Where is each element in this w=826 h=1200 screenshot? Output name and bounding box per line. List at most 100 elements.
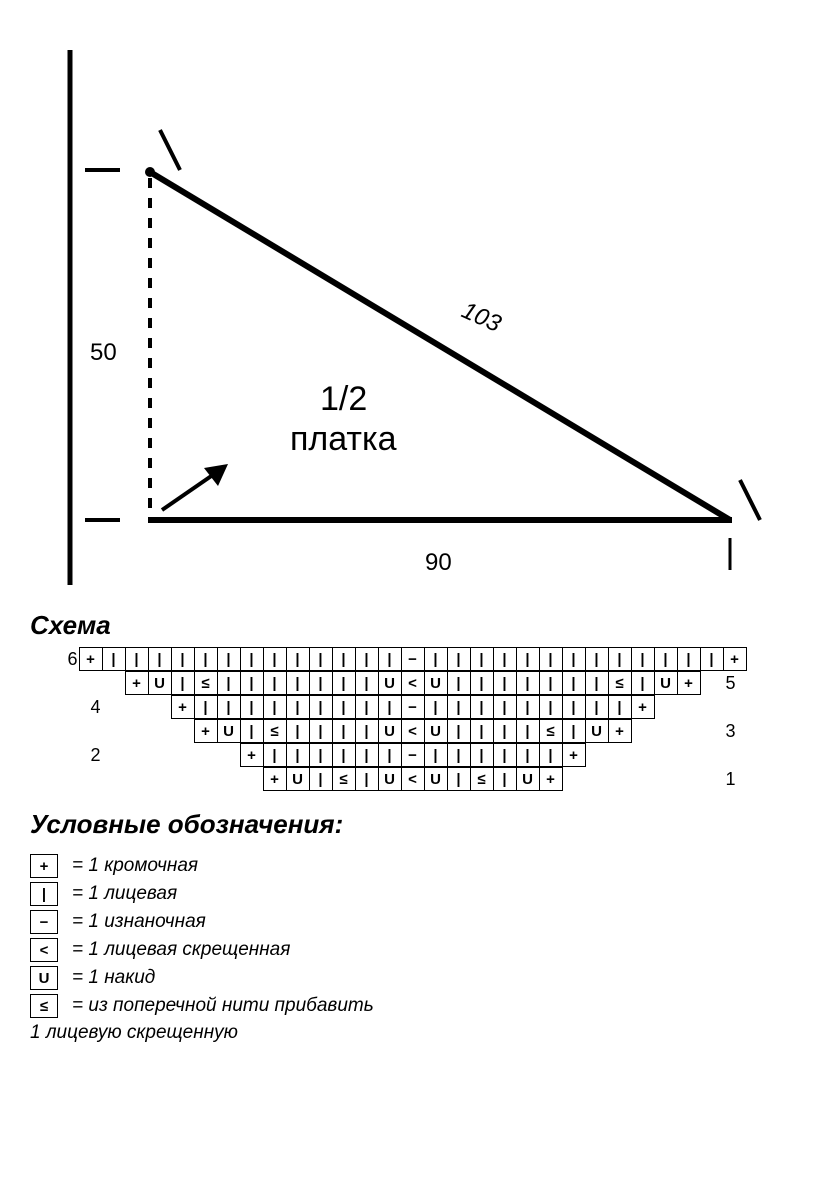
stitch-cell: | bbox=[309, 743, 333, 767]
stitch-cell: U bbox=[516, 767, 540, 791]
stitch-cell: | bbox=[516, 743, 540, 767]
stitch-cell: | bbox=[263, 695, 287, 719]
stitch-cell: | bbox=[240, 695, 264, 719]
stitch-cell: < bbox=[401, 767, 425, 791]
stitch-cell: | bbox=[217, 671, 241, 695]
stitch-cell: | bbox=[171, 647, 195, 671]
legend-text: = 1 лицевая bbox=[72, 883, 177, 905]
stitch-cell: | bbox=[585, 695, 609, 719]
legend-item: += 1 кромочная bbox=[30, 854, 796, 878]
stitch-cell: | bbox=[286, 743, 310, 767]
legend-item: ≤ = из поперечной нити прибавить bbox=[30, 994, 796, 1018]
stitch-cell: | bbox=[332, 719, 356, 743]
stitch-cell: | bbox=[470, 719, 494, 743]
legend-symbol-box: < bbox=[30, 938, 58, 962]
stitch-cell: | bbox=[424, 647, 448, 671]
stitch-cell: | bbox=[309, 767, 333, 791]
stitch-cell: | bbox=[378, 695, 402, 719]
shawl-dimension-diagram: 50 90 103 1/2 платка bbox=[30, 30, 770, 590]
chart-row: 6+|||||||||||||−|||||||||||||+ bbox=[58, 647, 769, 671]
stitch-cell: | bbox=[286, 671, 310, 695]
slash-right bbox=[740, 480, 760, 520]
legend-title: Условные обозначения: bbox=[30, 809, 796, 840]
stitch-cell: | bbox=[493, 671, 517, 695]
stitch-cell: | bbox=[424, 695, 448, 719]
center-label-1: 1/2 bbox=[320, 380, 367, 418]
stitch-cell: | bbox=[355, 767, 379, 791]
legend-text: = 1 лицевая скрещенная bbox=[72, 939, 290, 961]
stitch-cell: − bbox=[401, 695, 425, 719]
legend-text: = из поперечной нити прибавить bbox=[72, 995, 374, 1017]
stitch-cell: | bbox=[263, 671, 287, 695]
stitch-cell: | bbox=[539, 671, 563, 695]
stitch-cell: | bbox=[378, 743, 402, 767]
legend-block: += 1 кромочная | = 1 лицевая −= 1 изнаночна… bbox=[30, 854, 796, 1018]
stitch-cell: | bbox=[539, 695, 563, 719]
center-label-2: платка bbox=[290, 420, 397, 458]
chart-row: +U|≤||||U<U||||≤|U+3 bbox=[81, 719, 746, 743]
stitch-cell: U bbox=[286, 767, 310, 791]
stitch-cell: | bbox=[286, 719, 310, 743]
stitch-cell: | bbox=[355, 695, 379, 719]
row-number-right: 3 bbox=[726, 721, 746, 742]
stitch-cell: | bbox=[309, 695, 333, 719]
stitch-cell: | bbox=[102, 647, 126, 671]
stitch-cell: | bbox=[470, 671, 494, 695]
stitch-cell: + bbox=[539, 767, 563, 791]
chart-title: Схема bbox=[30, 610, 796, 641]
legend-symbol-box: | bbox=[30, 882, 58, 906]
stitch-cell: | bbox=[539, 647, 563, 671]
stitch-cell: | bbox=[355, 647, 379, 671]
stitch-cell: | bbox=[585, 671, 609, 695]
stitch-cell: | bbox=[562, 647, 586, 671]
stitch-cell: | bbox=[286, 647, 310, 671]
stitch-cell: | bbox=[493, 719, 517, 743]
stitch-cell: ≤ bbox=[194, 671, 218, 695]
stitch-cell: | bbox=[493, 767, 517, 791]
stitch-cell: U bbox=[148, 671, 172, 695]
stitch-cell: ≤ bbox=[539, 719, 563, 743]
stitch-cell: | bbox=[240, 647, 264, 671]
hypotenuse bbox=[150, 172, 730, 520]
stitch-cell: | bbox=[631, 671, 655, 695]
legend-item: | = 1 лицевая bbox=[30, 882, 796, 906]
row-number-left: 6 bbox=[58, 649, 78, 670]
stitch-cell: U bbox=[424, 767, 448, 791]
legend-symbol-box: U bbox=[30, 966, 58, 990]
stitch-cell: | bbox=[332, 647, 356, 671]
stitch-cell: | bbox=[332, 695, 356, 719]
legend-item: < = 1 лицевая скрещенная bbox=[30, 938, 796, 962]
row-number-left: 4 bbox=[81, 697, 101, 718]
stitch-cell: + bbox=[79, 647, 103, 671]
stitch-cell: | bbox=[516, 647, 540, 671]
legend-text: = 1 изнаночная bbox=[72, 911, 206, 933]
stitch-cell: | bbox=[355, 743, 379, 767]
stitch-cell: | bbox=[378, 647, 402, 671]
legend-symbol-box: ≤ bbox=[30, 994, 58, 1018]
row-number-right: 5 bbox=[726, 673, 746, 694]
stitch-cell: | bbox=[470, 743, 494, 767]
stitch-cell: | bbox=[700, 647, 724, 671]
stitch-cell: | bbox=[470, 647, 494, 671]
stitch-cell: ≤ bbox=[332, 767, 356, 791]
slash-top bbox=[160, 130, 180, 170]
stitch-cell: | bbox=[217, 647, 241, 671]
height-label: 50 bbox=[90, 339, 117, 366]
stitch-cell: | bbox=[355, 719, 379, 743]
knitting-chart: 6+|||||||||||||−|||||||||||||++U|≤||||||… bbox=[30, 647, 796, 791]
stitch-cell: − bbox=[401, 647, 425, 671]
stitch-cell: | bbox=[194, 647, 218, 671]
stitch-cell: | bbox=[309, 671, 333, 695]
stitch-cell: | bbox=[493, 743, 517, 767]
stitch-cell: | bbox=[309, 647, 333, 671]
stitch-cell: U bbox=[378, 719, 402, 743]
stitch-cell: ≤ bbox=[263, 719, 287, 743]
stitch-cell: U bbox=[585, 719, 609, 743]
stitch-cell: U bbox=[654, 671, 678, 695]
stitch-cell: | bbox=[447, 767, 471, 791]
triangle-svg: 50 90 103 1/2 платка bbox=[30, 30, 770, 590]
stitch-cell: | bbox=[516, 719, 540, 743]
stitch-cell: | bbox=[562, 671, 586, 695]
legend-text: = 1 кромочная bbox=[72, 855, 198, 877]
legend-item: −= 1 изнаночная bbox=[30, 910, 796, 934]
